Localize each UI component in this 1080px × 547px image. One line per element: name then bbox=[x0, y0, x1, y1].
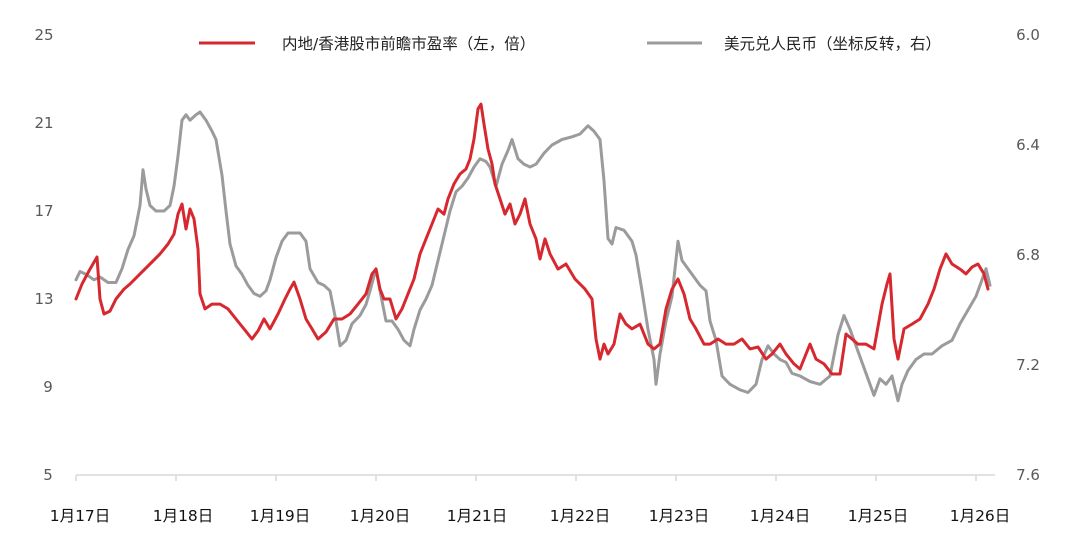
left-tick: 17 bbox=[34, 202, 53, 220]
legend-label: 内地/香港股市前瞻市盈率（左，倍） bbox=[282, 35, 535, 53]
x-tick-label: 1月24日 bbox=[750, 507, 811, 525]
left-tick: 25 bbox=[34, 26, 53, 44]
x-axis-ticks bbox=[75, 475, 977, 481]
x-tick-label: 1月17日 bbox=[50, 507, 111, 525]
x-tick-label: 1月19日 bbox=[250, 507, 311, 525]
legend-item-pe-ratio: 内地/香港股市前瞻市盈率（左，倍） bbox=[199, 35, 535, 53]
plot-area bbox=[74, 102, 992, 403]
x-tick-label: 1月22日 bbox=[550, 507, 611, 525]
right-tick: 6.8 bbox=[1016, 246, 1040, 264]
left-tick: 21 bbox=[34, 114, 53, 132]
x-tick-label: 1月25日 bbox=[848, 507, 909, 525]
right-tick: 7.6 bbox=[1016, 466, 1040, 484]
legend: 内地/香港股市前瞻市盈率（左，倍） 美元兑人民币（坐标反转，右） bbox=[199, 35, 941, 53]
usdcny-line bbox=[74, 110, 992, 403]
x-tick-label: 1月20日 bbox=[350, 507, 411, 525]
right-tick: 6.0 bbox=[1016, 26, 1040, 44]
legend-label: 美元兑人民币（坐标反转，右） bbox=[724, 35, 941, 53]
left-tick: 13 bbox=[34, 290, 53, 308]
x-tick-label: 1月26日 bbox=[950, 507, 1011, 525]
right-tick: 7.2 bbox=[1016, 356, 1040, 374]
pe-ratio-line bbox=[74, 102, 990, 376]
left-axis: 25 21 17 13 9 5 bbox=[34, 26, 53, 484]
right-tick: 6.4 bbox=[1016, 136, 1040, 154]
right-axis: 6.0 6.4 6.8 7.2 7.6 bbox=[1016, 26, 1040, 484]
x-tick-label: 1月21日 bbox=[447, 507, 508, 525]
x-tick-label: 1月18日 bbox=[153, 507, 214, 525]
x-tick-label: 1月23日 bbox=[649, 507, 710, 525]
left-tick: 5 bbox=[43, 466, 53, 484]
x-axis: 1月17日 1月18日 1月19日 1月20日 1月21日 1月22日 1月23… bbox=[50, 474, 1011, 525]
legend-item-usdcny: 美元兑人民币（坐标反转，右） bbox=[647, 35, 941, 53]
left-tick: 9 bbox=[43, 378, 53, 396]
